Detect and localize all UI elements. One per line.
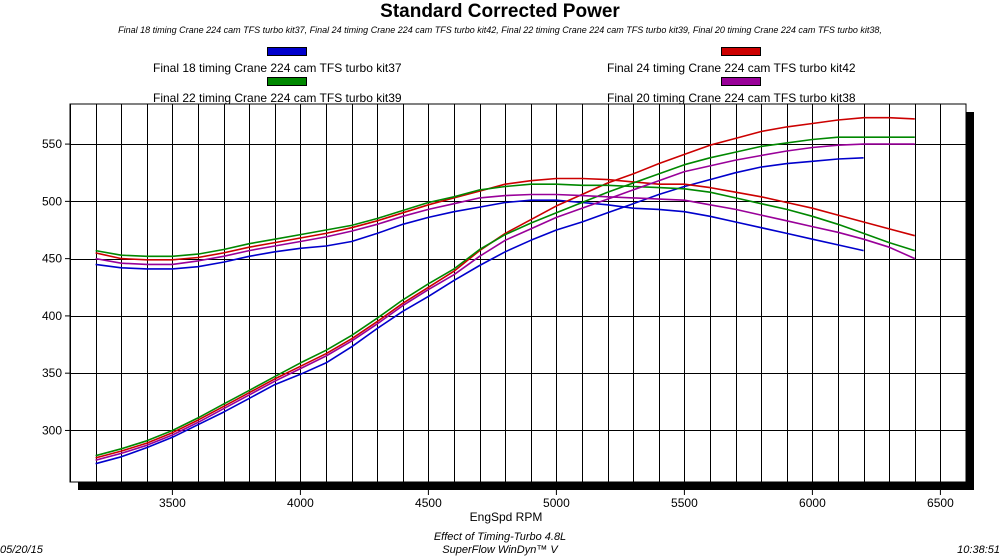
chart-subtitle: Final 18 timing Crane 224 cam TFS turbo …: [118, 25, 882, 35]
x-tick-label: 4500: [415, 496, 442, 510]
legend-swatch-kit37: [267, 47, 307, 56]
legend-swatch-kit39: [267, 77, 307, 86]
series-line-power: [95, 143, 915, 461]
x-tick-label: 6500: [927, 496, 954, 510]
series-line-torque: [95, 193, 916, 266]
y-tick-label: 550: [42, 137, 62, 151]
series-line-torque: [95, 183, 916, 258]
y-tick-label: 350: [42, 366, 62, 380]
y-tick-label: 400: [42, 309, 62, 323]
legend-swatch-kit42: [721, 47, 761, 56]
legend-swatch-kit38: [721, 77, 761, 86]
series-line-power: [95, 116, 915, 459]
series-line-torque: [95, 177, 916, 261]
plot-area: [69, 103, 967, 483]
x-tick-label: 5000: [543, 496, 570, 510]
chart-title: Standard Corrected Power: [380, 1, 620, 22]
series-line-power: [95, 136, 915, 457]
footer-time: 10:38:51: [957, 544, 1000, 556]
legend-label-kit38: Final 20 timing Crane 224 cam TFS turbo …: [607, 91, 856, 105]
legend-label-kit42: Final 24 timing Crane 224 cam TFS turbo …: [607, 61, 856, 75]
x-tick-label: 3500: [159, 496, 186, 510]
series-line-torque: [95, 199, 864, 270]
y-tick-label: 500: [42, 194, 62, 208]
footer-caption: Effect of Timing-Turbo 4.8L: [433, 531, 567, 543]
legend-label-kit37: Final 18 timing Crane 224 cam TFS turbo …: [153, 61, 402, 75]
x-tick-label: 4000: [287, 496, 314, 510]
series-line-power: [95, 157, 864, 465]
y-tick-label: 300: [42, 423, 62, 437]
legend-label-kit39: Final 22 timing Crane 224 cam TFS turbo …: [153, 91, 402, 105]
x-tick-label: 5500: [671, 496, 698, 510]
x-tick-label: 6000: [799, 496, 826, 510]
plot-shadow-right: [966, 112, 974, 490]
y-tick-label: 450: [42, 252, 62, 266]
footer-software: SuperFlow WinDyn™ V: [442, 544, 558, 556]
plot-shadow-bottom: [78, 482, 974, 490]
footer-date: 05/20/15: [0, 544, 43, 556]
x-axis-label: EngSpd RPM: [470, 510, 543, 524]
